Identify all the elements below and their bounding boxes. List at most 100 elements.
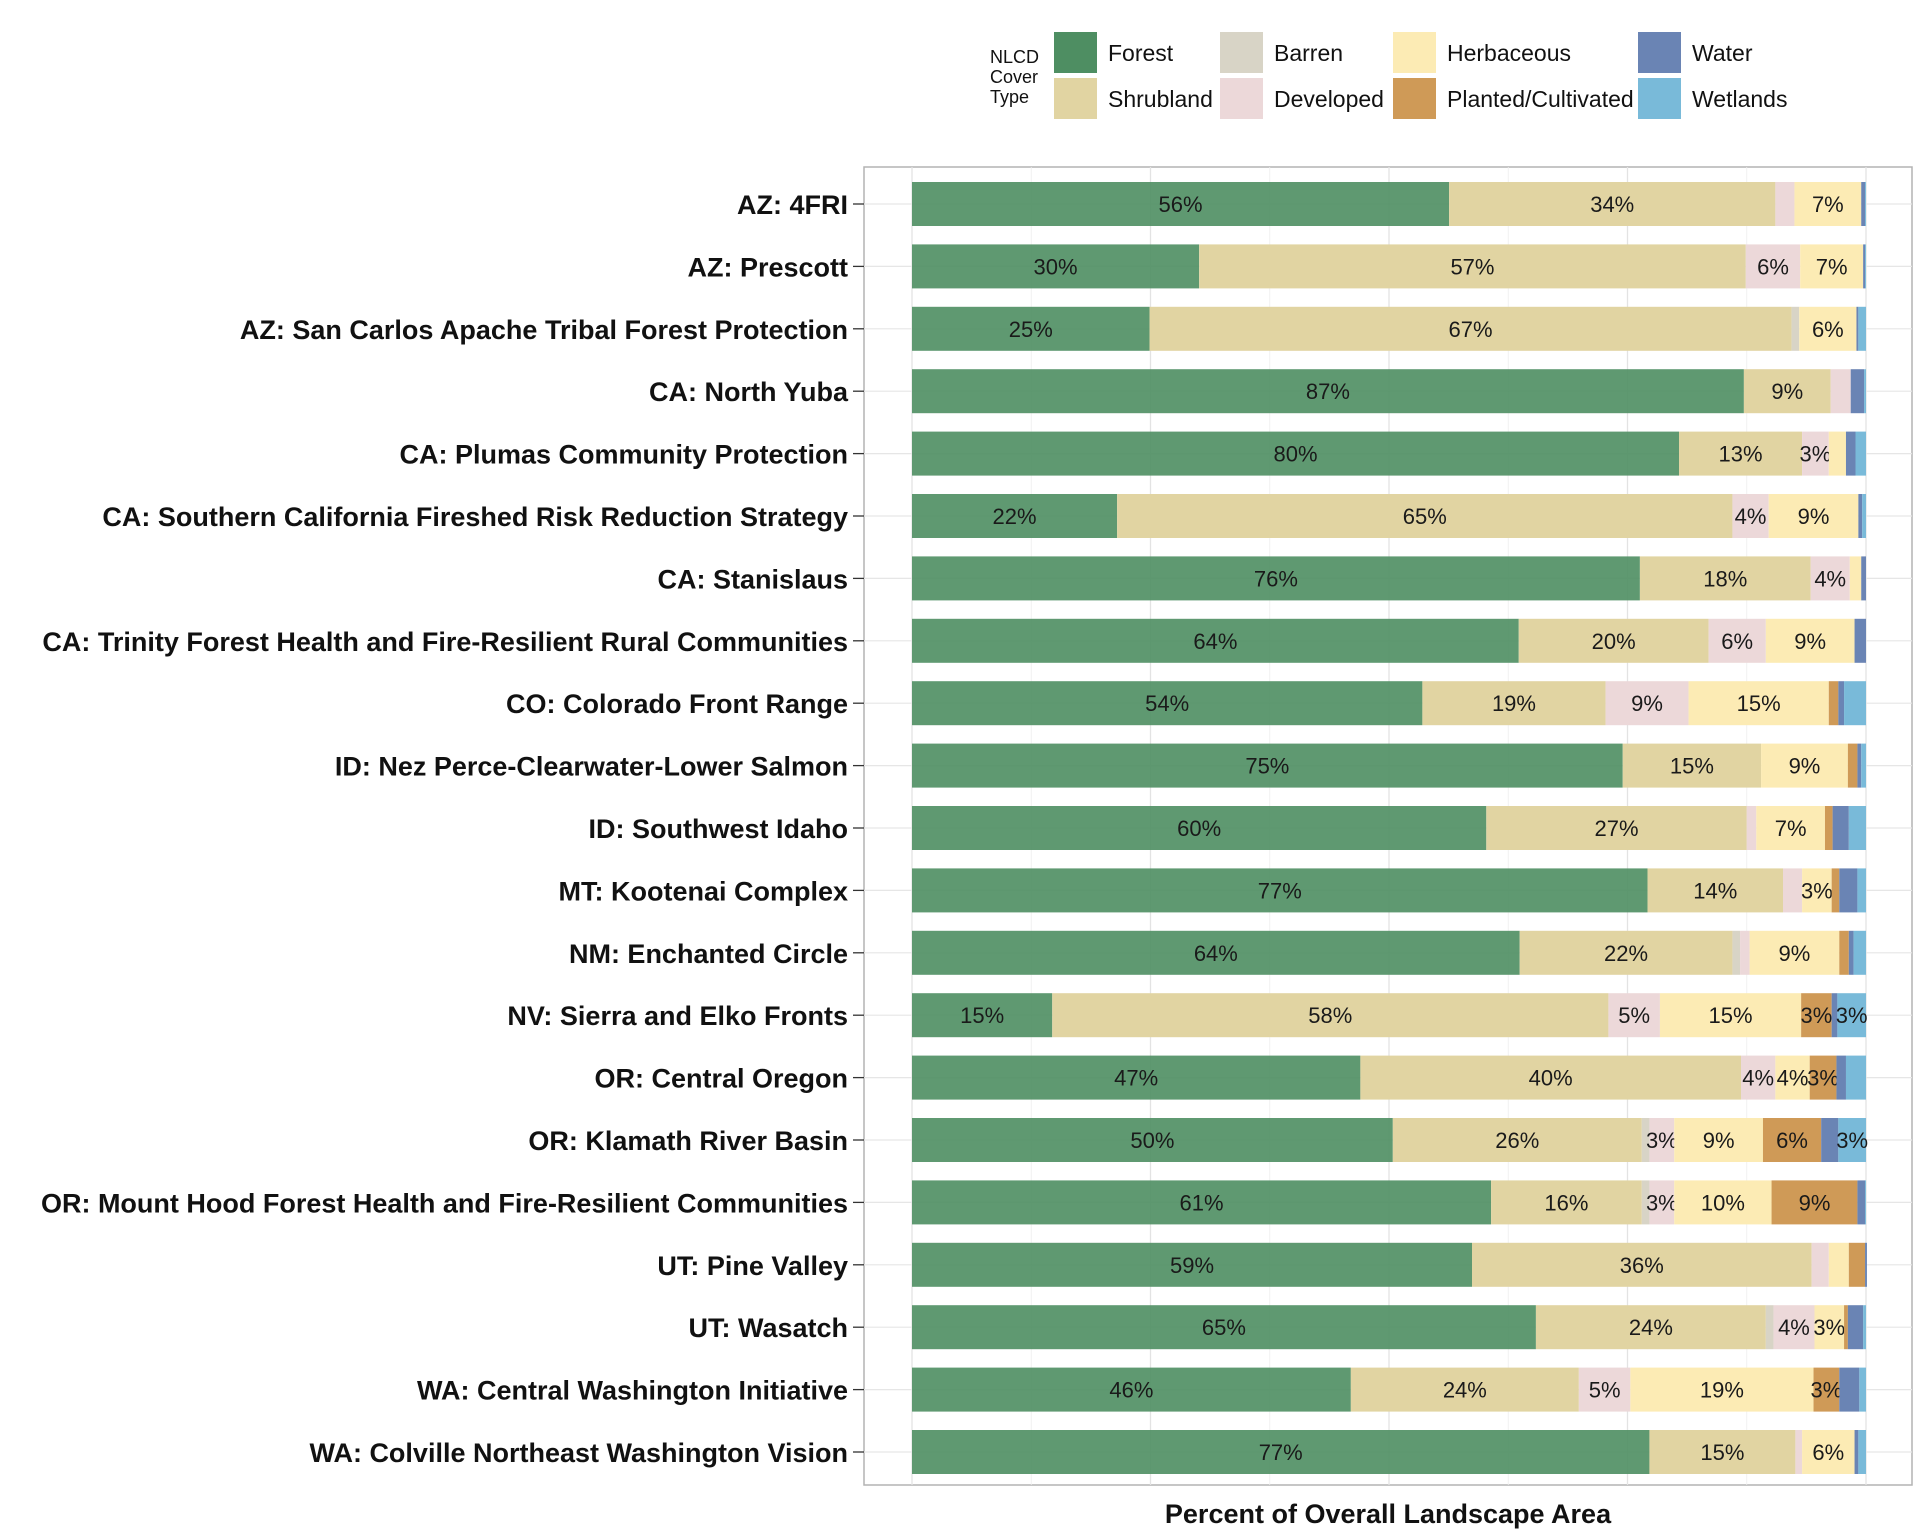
bar-segment-forest xyxy=(912,431,1680,476)
bar-segment-water xyxy=(1836,1055,1846,1100)
data-label: 60% xyxy=(1177,816,1221,841)
data-label: 64% xyxy=(1193,629,1237,654)
category-label: OR: Mount Hood Forest Health and Fire-Re… xyxy=(41,1188,848,1218)
bar-segment-water xyxy=(1838,681,1845,726)
bar-segment-forest xyxy=(912,743,1623,788)
bar-segment-shrubland xyxy=(1743,369,1831,414)
data-label: 50% xyxy=(1130,1128,1174,1153)
bar-segment-herbaceous xyxy=(1765,618,1855,663)
bar-segment-forest xyxy=(912,806,1487,850)
data-label: 25% xyxy=(1009,317,1053,342)
bar-segment-planted-cultivated xyxy=(1762,1118,1822,1162)
bar-segment-developed xyxy=(1811,1242,1829,1287)
bar-segment-shrubland xyxy=(1622,743,1762,788)
data-label: 15% xyxy=(1670,754,1714,779)
data-label: 15% xyxy=(1709,1003,1753,1028)
data-label: 15% xyxy=(1700,1440,1744,1465)
bar-segment-planted-cultivated xyxy=(1839,930,1849,975)
legend-entry: Herbaceous xyxy=(1447,40,1571,66)
bar-segment-forest xyxy=(912,1430,1650,1474)
bar-segment-planted-cultivated xyxy=(1828,681,1839,726)
category-label: WA: Central Washington Initiative xyxy=(417,1376,848,1406)
legend-entry: Shrubland xyxy=(1108,86,1213,112)
bar-segment-planted-cultivated xyxy=(1801,993,1832,1038)
data-label: 9% xyxy=(1798,504,1830,529)
bar-segment-wetlands xyxy=(1864,369,1866,414)
data-label: 4% xyxy=(1742,1066,1774,1091)
bar-segment-shrubland xyxy=(1392,1118,1642,1162)
data-label: 77% xyxy=(1259,1440,1303,1465)
legend-swatch-wetlands xyxy=(1638,78,1681,119)
bar-segment-water xyxy=(1850,369,1865,414)
bar-segment-shrubland xyxy=(1149,306,1792,351)
data-label: 15% xyxy=(960,1003,1004,1028)
bar-segment-planted-cultivated xyxy=(1847,743,1858,788)
bar-segment-wetlands xyxy=(1862,494,1866,538)
category-label: NM: Enchanted Circle xyxy=(569,939,848,969)
x-axis-title: Percent of Overall Landscape Area xyxy=(1165,1499,1612,1529)
bar-segment-wetlands xyxy=(1844,681,1866,726)
bar-segment-shrubland xyxy=(1518,618,1709,663)
bar-segment-developed xyxy=(1649,1180,1675,1225)
bar-segment-shrubland xyxy=(1639,556,1811,601)
legend-entry: Barren xyxy=(1274,40,1343,66)
bar-segment-wetlands xyxy=(1861,743,1866,788)
data-label: 16% xyxy=(1544,1190,1588,1215)
data-label: 24% xyxy=(1629,1315,1673,1340)
bar-segment-developed xyxy=(1708,618,1766,663)
category-label: AZ: San Carlos Apache Tribal Forest Prot… xyxy=(240,315,848,345)
legend-swatch-barren xyxy=(1220,32,1263,73)
data-label: 40% xyxy=(1529,1066,1573,1091)
data-label: 7% xyxy=(1812,192,1844,217)
bar-segment-forest xyxy=(912,1242,1472,1287)
data-label: 87% xyxy=(1306,379,1350,404)
bar-segment-herbaceous xyxy=(1761,743,1848,788)
bar-segment-forest xyxy=(912,369,1744,414)
bar-segment-shrubland xyxy=(1679,431,1803,476)
data-label: 9% xyxy=(1789,754,1821,779)
data-label: 27% xyxy=(1595,816,1639,841)
bar-segment-water xyxy=(1857,1180,1866,1225)
category-label: CA: Plumas Community Protection xyxy=(399,440,848,470)
bar-segment-forest xyxy=(912,618,1519,663)
data-label: 19% xyxy=(1700,1378,1744,1403)
bar-segment-water xyxy=(1854,1430,1859,1474)
data-label: 3% xyxy=(1800,1003,1832,1028)
data-label: 24% xyxy=(1443,1378,1487,1403)
bar-segment-wetlands xyxy=(1865,182,1866,226)
bar-segment-shrubland xyxy=(1519,930,1733,975)
bar-segment-wetlands xyxy=(1859,1367,1866,1412)
data-label: 9% xyxy=(1799,1190,1831,1215)
bar-segment-herbaceous xyxy=(1814,1305,1845,1350)
bar-segment-developed xyxy=(1740,930,1750,975)
bar-segment-water xyxy=(1856,306,1859,351)
data-label: 15% xyxy=(1737,691,1781,716)
bar-segment-shrubland xyxy=(1117,494,1733,538)
data-label: 34% xyxy=(1590,192,1634,217)
data-label: 7% xyxy=(1775,816,1807,841)
data-label: 5% xyxy=(1618,1003,1650,1028)
data-label: 14% xyxy=(1693,878,1737,903)
bar-segment-wetlands xyxy=(1845,1055,1866,1100)
bar-segment-developed xyxy=(1649,1118,1675,1162)
data-label: 3% xyxy=(1800,442,1832,467)
bar-segment-herbaceous xyxy=(1630,1367,1814,1412)
data-label: 4% xyxy=(1735,504,1767,529)
bar-segment-water xyxy=(1845,431,1856,476)
bar-segment-shrubland xyxy=(1449,182,1776,226)
legend-entry: Forest xyxy=(1108,40,1174,66)
data-label: 18% xyxy=(1703,566,1747,591)
bar-segment-developed xyxy=(1795,1430,1803,1474)
bar-segment-wetlands xyxy=(1838,1118,1866,1162)
bar-segment-planted-cultivated xyxy=(1824,806,1833,850)
bar-segment-developed xyxy=(1608,993,1660,1038)
bar-segment-shrubland xyxy=(1199,244,1746,289)
category-labels: AZ: 4FRI AZ: Prescott AZ: San Carlos Apach… xyxy=(41,190,864,1468)
data-label: 65% xyxy=(1202,1315,1246,1340)
bar-segment-water xyxy=(1821,1118,1839,1162)
bar-segment-developed xyxy=(1773,1305,1815,1350)
bar-segment-water xyxy=(1848,930,1854,975)
category-label: OR: Klamath River Basin xyxy=(528,1126,848,1156)
category-label: WA: Colville Northeast Washington Vision xyxy=(309,1438,848,1468)
bar-segment-forest xyxy=(912,182,1450,226)
